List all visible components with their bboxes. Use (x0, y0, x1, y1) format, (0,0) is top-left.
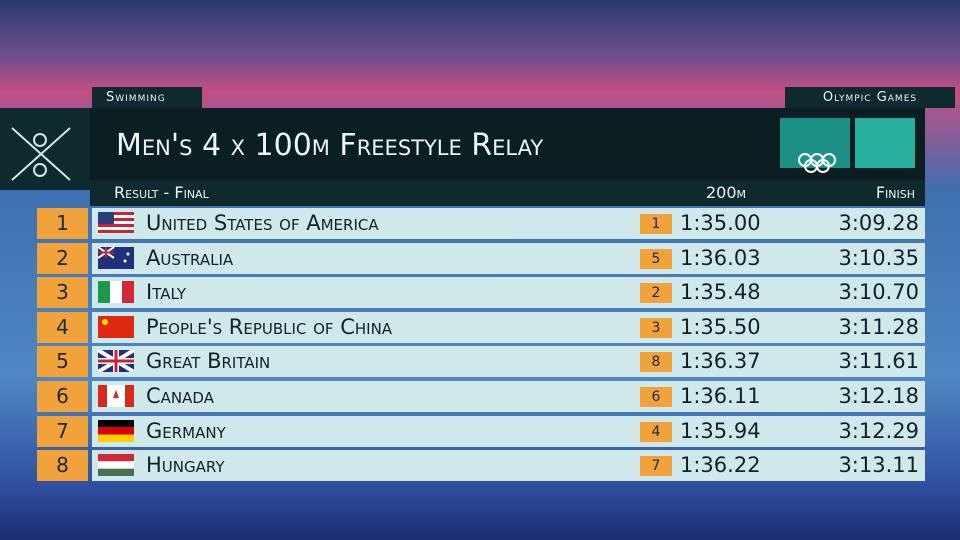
flag (98, 385, 134, 407)
flag-art (98, 419, 134, 442)
split-time: 1:36.11 (680, 384, 761, 408)
split-rank: 3 (640, 317, 672, 338)
flag-art (98, 385, 134, 407)
split-rank: 2 (640, 283, 672, 304)
column-label: 200m (706, 183, 747, 202)
split-rank: 7 (640, 456, 672, 477)
result-row: Great Britain 8 1:36.37 3:11.61 (92, 346, 925, 378)
split-rank: 1 (640, 214, 672, 234)
split-time: 1:36.03 (680, 245, 761, 270)
result-row: Australia 5 1:36.03 3:10.35 (92, 242, 925, 274)
finish-time: 3:10.70 (838, 280, 919, 305)
column-label: Finish (875, 183, 915, 202)
flag-art (98, 281, 134, 304)
flag-art (97, 245, 134, 269)
result-row: Italy 2 1:35.48 3:10.70 (92, 277, 925, 309)
country-name: People's Republic of China (146, 314, 393, 339)
title-bar: Men's 4 x 100m Freestyle Relay (90, 108, 925, 180)
swim-icon (11, 127, 71, 181)
flag (97, 245, 134, 269)
result-row: Germany 4 1:35.94 3:12.29 (92, 415, 925, 447)
country-name: United States of America (146, 211, 379, 235)
finish-time: 3:12.29 (838, 418, 919, 443)
rank-cell: 1 (37, 208, 88, 239)
finish-time: 3:13.11 (838, 453, 919, 478)
rank-cell: 2 (37, 242, 88, 274)
flag (98, 454, 134, 477)
brand-tab: Olympic Games (785, 87, 955, 108)
flag-art (96, 348, 136, 375)
result-row: Hungary 7 1:36.22 3:13.11 (92, 450, 925, 482)
result-label: Result - Final (114, 183, 209, 202)
split-rank: 5 (640, 248, 672, 269)
rank-cell: 7 (37, 415, 88, 447)
rank-cell: 4 (37, 311, 88, 343)
flag (98, 212, 134, 234)
split-time: 1:36.22 (680, 453, 761, 478)
flag (98, 315, 134, 338)
event-title: Men's 4 x 100m Freestyle Relay (116, 128, 544, 163)
sport-tab: Swimming (92, 87, 202, 108)
split-time: 1:35.94 (680, 418, 761, 443)
split-time: 1:35.50 (680, 314, 761, 339)
flag-art (98, 315, 134, 338)
finish-time: 3:12.18 (838, 384, 919, 408)
country-name: Australia (146, 245, 234, 270)
finish-time: 3:09.28 (838, 211, 919, 235)
split-rank: 8 (640, 352, 672, 373)
flag-art (98, 212, 134, 234)
flag (96, 348, 136, 375)
rank-cell: 6 (37, 381, 88, 412)
split-time: 1:35.00 (680, 211, 761, 235)
country-name: Germany (146, 418, 226, 443)
split-time: 1:36.37 (680, 349, 761, 374)
rank-cell: 8 (37, 450, 88, 482)
flag (98, 281, 134, 304)
result-row: United States of America 1 1:35.00 3:09.28 (92, 208, 925, 239)
rank-cell: 5 (37, 346, 88, 378)
games-logo (780, 118, 915, 173)
country-name: Great Britain (146, 349, 271, 374)
country-name: Italy (146, 280, 186, 305)
country-name: Hungary (146, 453, 225, 478)
flag (98, 419, 134, 442)
finish-time: 3:11.61 (838, 349, 919, 374)
sport-logo (0, 108, 90, 190)
split-time: 1:35.48 (680, 280, 761, 305)
result-row: Canada 6 1:36.11 3:12.18 (92, 381, 925, 412)
result-row: People's Republic of China 3 1:35.50 3:11.2… (92, 311, 925, 343)
flag-art (98, 454, 134, 477)
rank-cell: 3 (37, 277, 88, 309)
split-rank: 4 (640, 421, 672, 442)
column-header: Result - Final 200m Finish (90, 180, 925, 206)
split-rank: 6 (640, 387, 672, 407)
finish-time: 3:11.28 (838, 314, 919, 339)
country-name: Canada (146, 384, 214, 408)
finish-time: 3:10.35 (838, 245, 919, 270)
